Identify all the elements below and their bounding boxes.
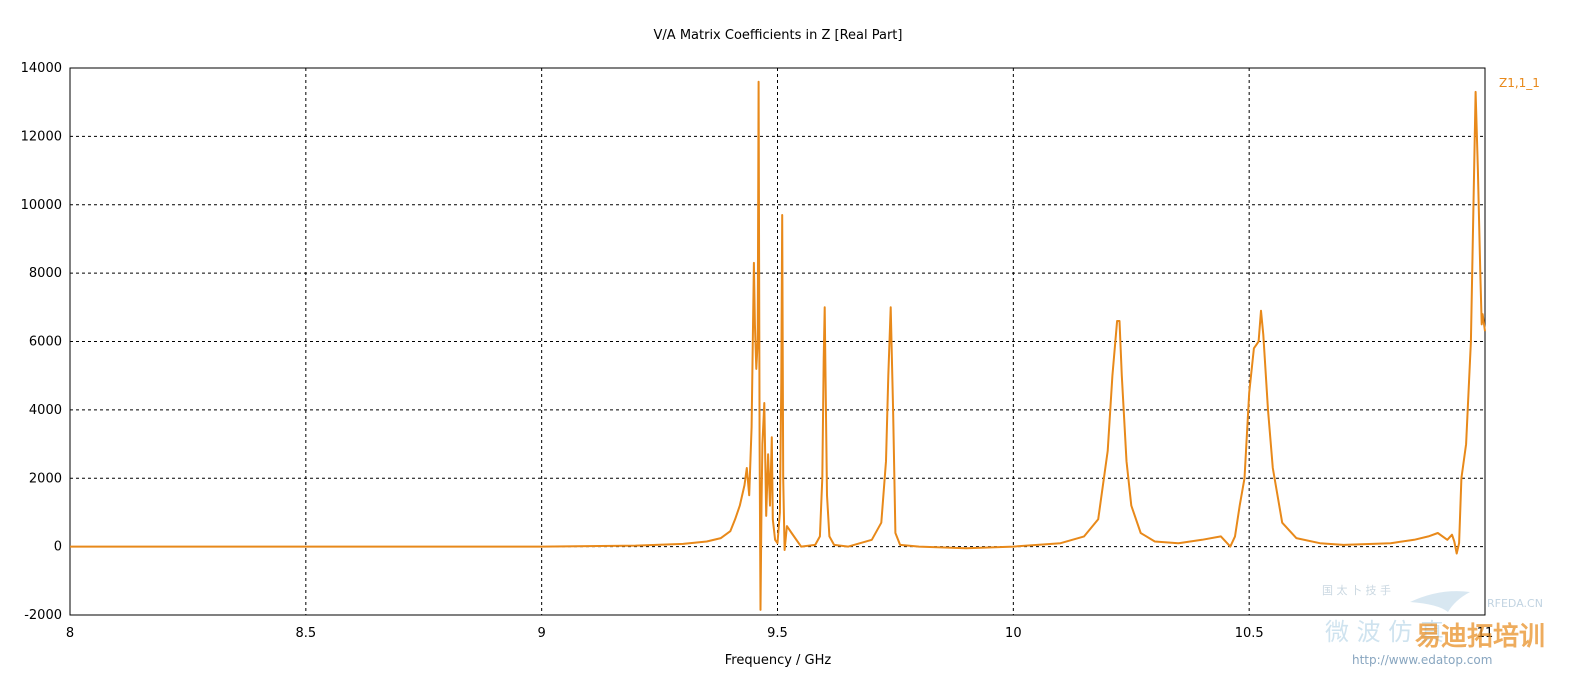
series-line xyxy=(70,80,1486,611)
watermark-url: http://www.edatop.com xyxy=(1352,653,1492,667)
y-tick-label: 4000 xyxy=(29,403,62,418)
y-tick-label: 0 xyxy=(54,540,62,555)
y-tick-label: 6000 xyxy=(29,335,62,350)
x-tick-label: 9 xyxy=(538,626,546,641)
x-tick-label: 10 xyxy=(1005,626,1022,641)
y-axis: -2000 0 2000 4000 6000 8000 10000 12000 14000 xyxy=(21,61,62,623)
y-tick-label: 12000 xyxy=(21,129,62,144)
x-axis-label: Frequency / GHz xyxy=(725,653,832,668)
plot-area xyxy=(69,67,1486,616)
legend-entry: Z1,1_1 xyxy=(1499,76,1540,90)
watermark-cn-left: 微 波 仿 真 xyxy=(1325,618,1444,646)
x-tick-label: 8 xyxy=(66,626,74,641)
x-tick-label: 10.5 xyxy=(1235,626,1264,641)
y-tick-label: 10000 xyxy=(21,198,62,213)
x-tick-label: 9.5 xyxy=(767,626,788,641)
x-axis: 8 8.5 9 9.5 10 10.5 11 xyxy=(66,626,1493,641)
watermark-small-text: 国 太 卜 技 手 xyxy=(1322,583,1391,597)
watermark: 国 太 卜 技 手 RFEDA.CN 微 波 仿 真 xyxy=(1322,583,1543,646)
series-layer xyxy=(70,80,1486,611)
x-tick-label: 8.5 xyxy=(295,626,316,641)
y-tick-label: 14000 xyxy=(21,61,62,76)
watermark-cn-right: 易迪拓培训 xyxy=(1415,622,1545,652)
y-tick-label: -2000 xyxy=(24,608,62,623)
y-tick-label: 2000 xyxy=(29,471,62,486)
chart-title: V/A Matrix Coefficients in Z [Real Part] xyxy=(654,28,903,43)
y-tick-label: 8000 xyxy=(29,266,62,281)
watermark-brand: RFEDA.CN xyxy=(1487,597,1543,610)
bird-logo-icon xyxy=(1410,591,1470,612)
x-tick-label: 11 xyxy=(1477,626,1494,641)
